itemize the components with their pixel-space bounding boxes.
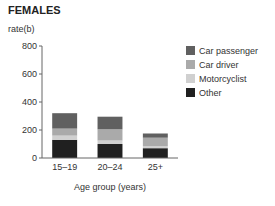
x-tick-label: 20–24	[97, 162, 122, 172]
bar	[98, 117, 123, 130]
legend-swatch	[186, 60, 195, 69]
legend-swatch	[186, 74, 195, 83]
bar	[52, 136, 77, 140]
bar	[143, 138, 168, 146]
title: FEMALES	[8, 4, 61, 16]
x-axis-line	[42, 158, 178, 159]
y-axis-label: rate(b)	[8, 24, 35, 34]
bar	[143, 134, 168, 138]
x-axis-label: Age group (years)	[74, 182, 146, 192]
y-tick-label: 600	[22, 69, 37, 79]
y-tick	[39, 130, 42, 131]
x-tick-label: 25+	[148, 162, 163, 172]
bar	[52, 129, 77, 136]
y-tick	[39, 102, 42, 103]
y-tick-label: 0	[32, 153, 37, 163]
x-tick-label: 15–19	[52, 162, 77, 172]
y-tick-label: 800	[22, 41, 37, 51]
bar	[98, 144, 123, 158]
legend-swatch	[186, 46, 195, 55]
legend-label: Car passenger	[199, 46, 258, 56]
bar	[98, 141, 123, 145]
y-tick-label: 200	[22, 125, 37, 135]
plot-area	[52, 113, 168, 158]
legend-label: Car driver	[199, 60, 239, 70]
y-tick	[39, 158, 42, 159]
bar	[143, 148, 168, 158]
legend-label: Motorcyclist	[199, 74, 247, 84]
y-tick	[39, 74, 42, 75]
bar	[52, 113, 77, 128]
y-tick	[39, 46, 42, 47]
bar	[98, 129, 123, 140]
y-tick-label: 400	[22, 97, 37, 107]
legend-swatch	[186, 88, 195, 97]
legend-label: Other	[199, 88, 222, 98]
bar	[52, 140, 77, 158]
bar	[143, 146, 168, 148]
